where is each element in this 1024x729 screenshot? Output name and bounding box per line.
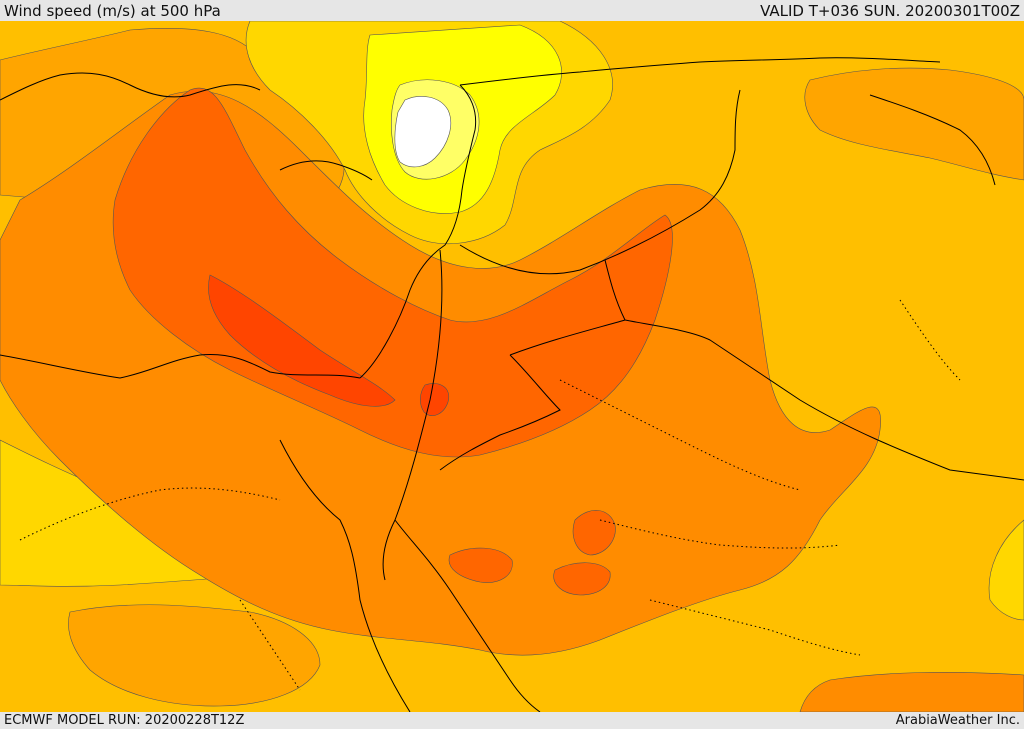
field-orange-light-east xyxy=(804,67,1024,181)
map-title: Wind speed (m/s) at 500 hPa xyxy=(4,2,221,20)
field-orange-light-se xyxy=(799,671,1024,712)
wind-speed-map xyxy=(0,21,1024,712)
coastlines xyxy=(0,57,996,712)
field-orange-dark xyxy=(112,87,673,458)
field-gold-east xyxy=(988,519,1024,621)
field-cell-c xyxy=(448,547,513,583)
valid-time: VALID T+036 SUN. 20200301T00Z xyxy=(760,2,1020,20)
credit-label: ArabiaWeather Inc. xyxy=(895,713,1020,728)
header-bar xyxy=(0,0,1024,21)
internal-borders xyxy=(19,299,961,691)
field-red-orange-max xyxy=(208,274,396,407)
model-run: ECMWF MODEL RUN: 20200228T12Z xyxy=(4,713,245,728)
footer-bar xyxy=(0,712,1024,729)
field-white-core xyxy=(394,96,452,168)
field-cell-b xyxy=(553,562,611,596)
field-red-orange-small xyxy=(420,383,450,416)
field-orange-southwest xyxy=(68,604,321,707)
borders xyxy=(439,89,1024,481)
